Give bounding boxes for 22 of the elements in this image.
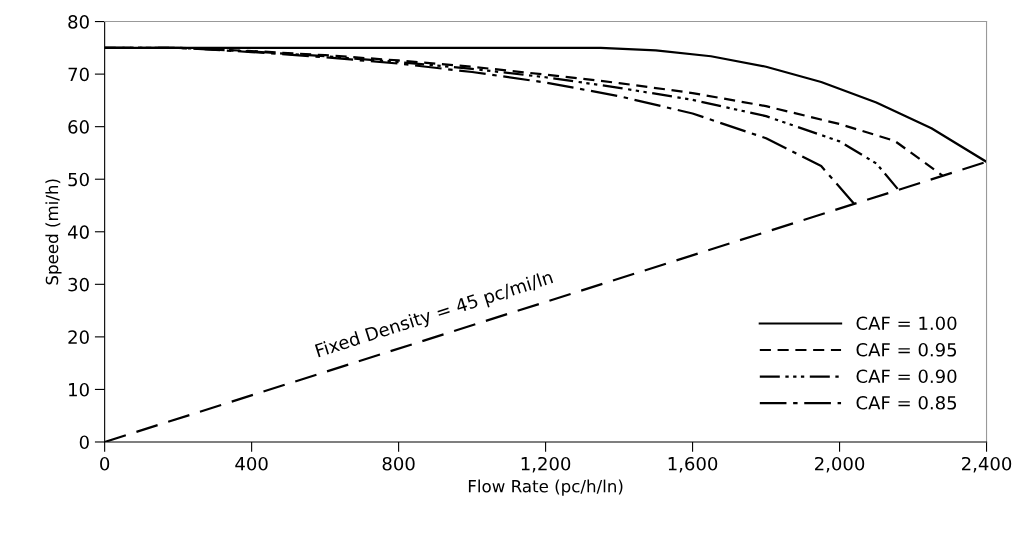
x-tick-label: 2,400	[962, 456, 1012, 473]
y-tick-label: 10	[69, 382, 89, 397]
x-tick-label: 1,600	[668, 456, 718, 473]
y-tick-label: 60	[68, 120, 89, 134]
x-tick-label: 0	[100, 456, 110, 471]
legend-label: CAF = 0.90	[856, 369, 957, 384]
y-tick-label: 80	[68, 15, 89, 29]
legend-label: CAF = 1.00	[856, 316, 957, 331]
x-axis-title: Flow Rate (pc/h/ln)	[468, 479, 623, 496]
x-tick-label: 1,200	[521, 456, 571, 473]
x-tick-label: 800	[382, 456, 415, 471]
legend-label: CAF = 0.85	[856, 395, 957, 410]
legend-label: CAF = 0.95	[856, 342, 957, 357]
x-tick-label: 400	[235, 456, 268, 471]
y-tick-label: 50	[68, 172, 89, 187]
y-tick-label: 70	[68, 67, 89, 82]
y-axis-title: Speed (mi/h)	[45, 179, 62, 285]
y-tick-label: 20	[68, 330, 89, 344]
y-tick-label: 0	[79, 435, 89, 450]
x-tick-label: 2,000	[815, 456, 865, 473]
y-tick-label: 40	[67, 225, 89, 239]
y-tick-label: 30	[68, 277, 89, 292]
